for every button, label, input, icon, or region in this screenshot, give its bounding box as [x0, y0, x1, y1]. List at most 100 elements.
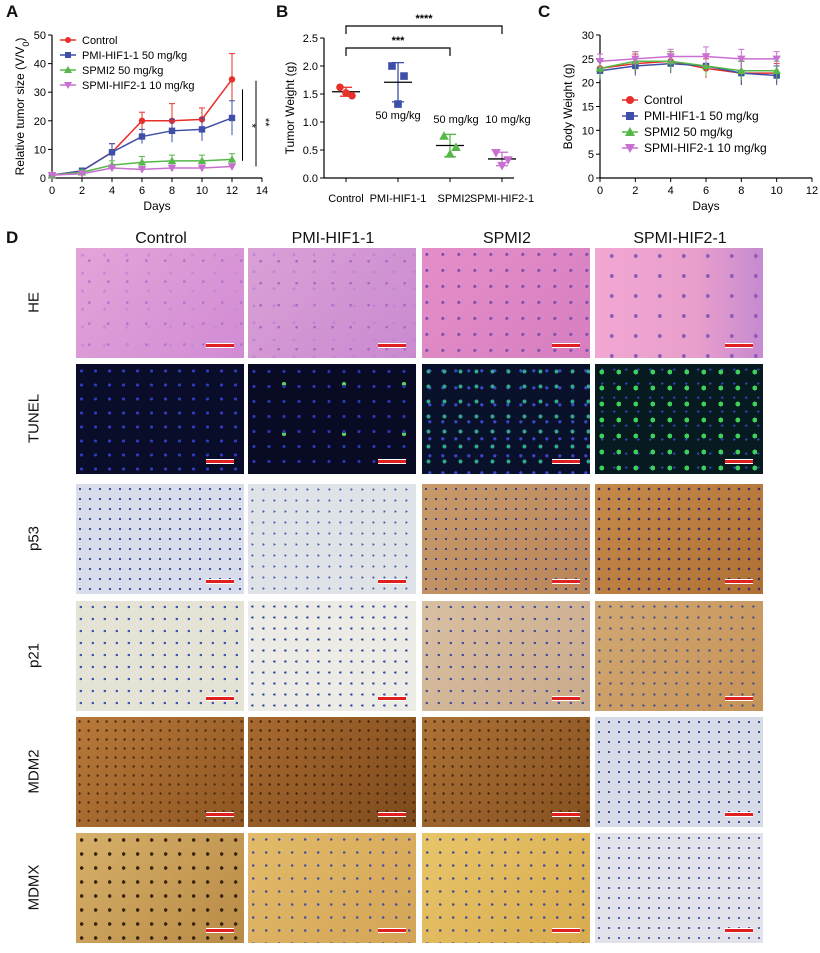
column-header: SPMI-HIF2-1 [633, 230, 727, 247]
panel-letter-c: C [538, 2, 551, 21]
x-tick-label: 0 [597, 185, 603, 197]
x-axis-label: Days [692, 199, 719, 213]
y-tick-label: 5 [588, 149, 594, 161]
column-header: SPMI2 [482, 230, 531, 247]
data-point [439, 131, 449, 140]
y-tick-label: 0 [588, 173, 594, 185]
scale-bar [206, 343, 234, 348]
micrograph-tile [248, 248, 416, 358]
y-tick-label: 30 [582, 30, 594, 42]
x-tick-label: 12 [806, 185, 818, 197]
micrograph-tile [248, 364, 416, 474]
scale-bar [725, 812, 753, 817]
legend-marker [626, 112, 634, 120]
data-point [737, 66, 746, 74]
data-point [737, 55, 746, 64]
micrograph-tile [76, 248, 244, 358]
data-point [77, 170, 87, 178]
data-point [228, 76, 236, 83]
y-axis-label-main: Relative tumor size (V/V [13, 47, 27, 176]
y-axis-label: Body Weight (g) [561, 64, 575, 150]
sig-bracket [345, 47, 451, 56]
micrograph-tile [248, 717, 416, 827]
data-point [137, 158, 147, 166]
data-point [197, 164, 207, 173]
legend-label: Control [82, 35, 117, 47]
data-point [772, 55, 781, 64]
scale-bar [206, 928, 234, 933]
legend-label: SPMI2 50 mg/kg [82, 65, 163, 77]
data-point [227, 163, 237, 171]
legend-label: SPMI2 50 mg/kg [644, 125, 733, 139]
series-line [599, 62, 777, 77]
scale-bar [725, 928, 753, 933]
scale-bar [206, 459, 234, 464]
x-tick-label: 12 [226, 185, 238, 197]
data-point [107, 164, 117, 173]
data-point [491, 149, 501, 158]
panel-letter-a: A [6, 2, 19, 21]
x-tick-label: 6 [703, 185, 709, 197]
legend-marker [64, 82, 72, 89]
scale-bar [725, 459, 753, 464]
micrograph-tile [595, 364, 763, 474]
scale-bar [552, 459, 580, 464]
chart-c-body-weight: 0 5 10 15 20 25 30 0 2 4 6 8 10 12 Days Body Weight (g)… [561, 30, 818, 213]
dose-label: 10 mg/kg [485, 114, 530, 126]
x-tick-label: 14 [256, 185, 268, 197]
dose-label: 50 mg/kg [375, 110, 420, 122]
y-tick-label: 20 [582, 78, 594, 90]
data-point [342, 89, 350, 97]
x-tick-label: Control [328, 193, 363, 205]
column-header: Control [135, 230, 187, 247]
micrograph-tile [248, 833, 416, 943]
data-point [666, 53, 675, 61]
sig-label: ** [259, 118, 270, 127]
x-tick-label: 4 [668, 185, 674, 197]
x-tick-label: 10 [196, 185, 208, 197]
x-tick-label: 6 [139, 185, 145, 197]
y-tick-label: 30 [34, 87, 46, 99]
row-label: p53 [25, 525, 43, 552]
data-point [137, 166, 147, 174]
x-tick-label: SPMI-HIF2-1 [470, 193, 534, 205]
y-tick-label: 0.5 [303, 145, 318, 157]
micrograph-tile [76, 364, 244, 474]
data-point [445, 149, 455, 158]
chart-b-tumor-weight: 0.0 0.5 1.0 1.5 2.0 2.5 Tumor Weight (g) Contro… [283, 13, 534, 205]
micrograph-tile [76, 484, 244, 594]
data-point [497, 161, 507, 171]
scale-bar [725, 579, 753, 584]
scale-bar [206, 579, 234, 584]
x-tick-label: 8 [169, 185, 175, 197]
legend-label: PMI-HIF1-1 50 mg/kg [644, 109, 759, 123]
x-tick-label: 4 [109, 185, 115, 197]
sig-bracket [345, 25, 503, 34]
micrograph-tile [595, 484, 763, 594]
scale-bar [725, 696, 753, 701]
y-tick-label: 0 [40, 173, 46, 185]
scale-bar [552, 343, 580, 348]
legend-marker [65, 37, 71, 43]
scale-bar [378, 928, 406, 933]
row-label: MDMX [25, 864, 43, 911]
scale-bar [378, 696, 406, 701]
legend-marker [65, 52, 71, 58]
data-point [227, 155, 237, 163]
scale-bar [552, 812, 580, 817]
data-point [631, 55, 640, 64]
data-point [348, 91, 356, 100]
y-tick-label: 10 [34, 144, 46, 156]
data-point [595, 58, 605, 66]
scale-bar [378, 459, 406, 464]
data-point [394, 100, 402, 108]
data-point [168, 127, 176, 135]
scale-bar [552, 696, 580, 701]
y-tick-label: 50 [34, 30, 46, 42]
scale-bar [552, 928, 580, 933]
data-point [400, 72, 408, 80]
row-label: p21 [25, 642, 43, 669]
scale-bar [206, 696, 234, 701]
column-header: PMI-HIF1-1 [291, 230, 375, 247]
